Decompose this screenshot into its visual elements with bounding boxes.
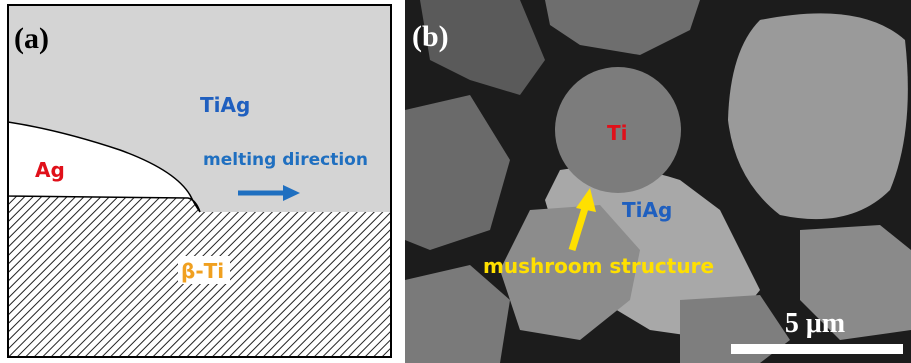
panel-label: (b) [412, 20, 449, 53]
figure: (a) TiAg Ag melting direction β-Ti (b) T… [0, 0, 911, 363]
annotation: mushroom structure [483, 254, 714, 278]
scale-bar [731, 344, 903, 354]
phase-label: Ti [607, 121, 628, 145]
phase-label: β-Ti [181, 259, 224, 283]
direction-label: melting direction [203, 150, 368, 170]
grain [728, 13, 908, 219]
panel-b: (b) Ti TiAg mushroom structure 5 μm [405, 0, 911, 363]
panel-a: (a) TiAg Ag melting direction β-Ti [8, 5, 391, 357]
phase-label: TiAg [200, 93, 250, 117]
phase-label: TiAg [622, 198, 672, 222]
panel-label: (a) [14, 22, 49, 55]
scale-bar-label: 5 μm [785, 308, 845, 339]
phase-label: Ag [35, 158, 65, 182]
